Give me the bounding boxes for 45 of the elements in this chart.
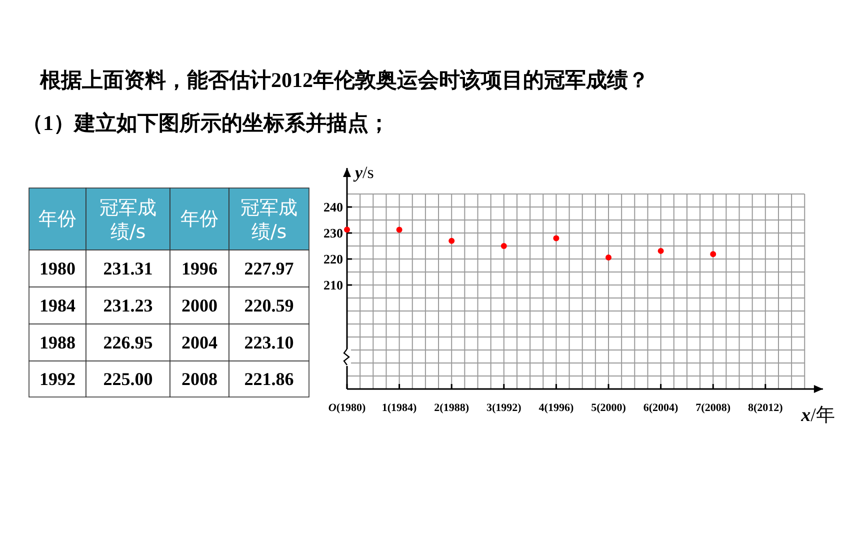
y-tick-label: 210 [324,278,343,292]
text: 冠军成绩/s [240,197,298,243]
x-axis-title: x/年 [800,405,835,426]
text: 冠军成绩/s [100,197,156,243]
x-tick-label: 8(2012) [748,402,784,414]
chart-subtitle: （1）建立如下图所示的坐标系并描点； [22,111,390,135]
text: 1988 [40,332,76,352]
text: 227.97 [244,258,294,278]
point [396,226,402,233]
y-tick-label: 220 [324,252,343,266]
x-tick-label: 6(2004) [643,402,679,414]
x-tick-label: O(1980) [328,402,366,414]
text: 1992 [40,369,76,389]
text: 1996 [182,258,218,278]
chart-title: 根据上面资料，能否估计2012年伦敦奥运会时该项目的冠军成绩？ [39,68,649,92]
point [344,226,350,233]
text: 221.86 [244,369,294,389]
text: 2000 [182,296,218,316]
text: 226.95 [103,332,153,352]
point [606,254,612,260]
text: 1984 [40,296,76,316]
x-tick-label: 5(2000) [591,402,626,414]
text: 2004 [182,332,218,352]
point [658,248,664,254]
x-tick-label: 3(1992) [486,402,522,414]
point [710,251,716,258]
x-tick-label: 4(1996) [538,402,574,414]
text: 1980 [40,258,76,278]
text: 220.59 [244,296,294,316]
text: 年份 [180,208,218,230]
text: 225.00 [103,369,153,389]
x-tick-label: 7(2008) [696,402,731,414]
y-axis-title: y/s [353,163,374,182]
text: 223.10 [244,332,294,352]
point [553,235,560,242]
x-tick-label: 2(1988) [434,402,470,414]
y-tick-label: 240 [324,200,343,214]
point [448,238,455,244]
text: 231.23 [103,296,153,316]
y-tick-label: 230 [324,226,343,240]
point [500,243,507,249]
text: 年份 [38,208,76,230]
text: 2008 [182,369,218,389]
x-tick-label: 1(1984) [382,402,418,414]
text: 231.31 [103,258,153,278]
